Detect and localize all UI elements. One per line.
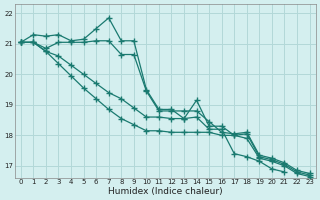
X-axis label: Humidex (Indice chaleur): Humidex (Indice chaleur) xyxy=(108,187,222,196)
